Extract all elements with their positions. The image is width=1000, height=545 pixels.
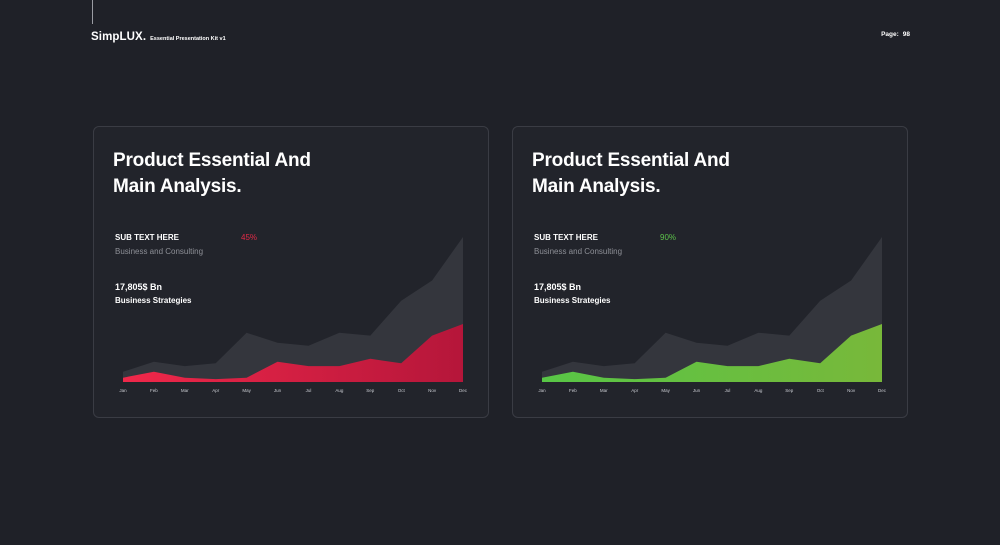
brand-header: SimpLUX. Essential Presentation Kit v1 [91,31,226,43]
accent-area-series [123,324,463,382]
stat-value: 17,805$ Bn [115,282,163,292]
page-number: 98 [902,31,910,38]
x-tick-label: Feb [569,388,577,393]
sub-text-label: SUB TEXT HERE [115,233,180,242]
x-tick-label: Dec [459,388,468,393]
x-tick-label: May [242,388,251,393]
percent-value: 90% [660,233,677,242]
x-tick-label: Nov [847,388,856,393]
card-title-line2: Main Analysis. [113,176,242,197]
brand-subtitle: Essential Presentation Kit v1 [150,36,226,42]
area-chart-red: Jan Feb Mar Apr May Jun Jul Aug Sep Oct Nov Dec [119,237,468,393]
card-title: Product Essential And Main Analysis. [532,148,792,200]
x-tick-label: Mar [600,388,608,393]
x-tick-label: Dec [878,388,887,393]
x-tick-label: Aug [335,388,344,393]
stat-value: 17,805$ Bn [534,282,582,292]
top-divider-line [92,0,93,24]
analysis-card-green: Jan Feb Mar Apr May Jun Jul Aug Sep Oct Nov Dec Pro… [512,126,908,418]
x-tick-label: Aug [754,388,763,393]
background-area-series [123,237,463,382]
page-label: Page: [881,31,899,38]
x-tick-label: Jun [274,388,282,393]
x-tick-label: Jun [693,388,701,393]
x-tick-label: Nov [428,388,437,393]
page-indicator: Page: 98 [881,31,910,38]
x-tick-label: Apr [631,388,639,393]
sub-text-label: SUB TEXT HERE [534,233,599,242]
x-tick-label: Jul [306,388,312,393]
card-title-line1: Product Essential And [532,150,730,171]
card-title: Product Essential And Main Analysis. [113,148,373,200]
x-tick-label: Sep [366,388,375,393]
percent-value: 45% [241,233,258,242]
x-tick-label: May [661,388,670,393]
analysis-card-red: Jan Feb Mar Apr May Jun Jul Aug Sep Oct Nov Dec Pro… [93,126,489,418]
x-tick-label: Mar [181,388,189,393]
x-tick-label: Oct [817,388,825,393]
x-tick-label: Sep [785,388,794,393]
card-title-line2: Main Analysis. [532,176,661,197]
x-tick-label: Feb [150,388,158,393]
x-tick-label: Oct [398,388,406,393]
x-tick-label: Jan [119,388,127,393]
background-area-series [542,237,882,382]
x-tick-label: Jan [538,388,546,393]
card-title-line1: Product Essential And [113,150,311,171]
area-chart-green: Jan Feb Mar Apr May Jun Jul Aug Sep Oct Nov Dec [538,237,887,393]
stat-caption: Business Strategies [534,296,611,305]
sub-caption: Business and Consulting [115,247,204,256]
stat-caption: Business Strategies [115,296,192,305]
brand-name: SimpLUX. [91,31,147,43]
x-tick-label: Apr [212,388,220,393]
accent-area-series [542,324,882,382]
x-tick-label: Jul [725,388,731,393]
sub-caption: Business and Consulting [534,247,623,256]
